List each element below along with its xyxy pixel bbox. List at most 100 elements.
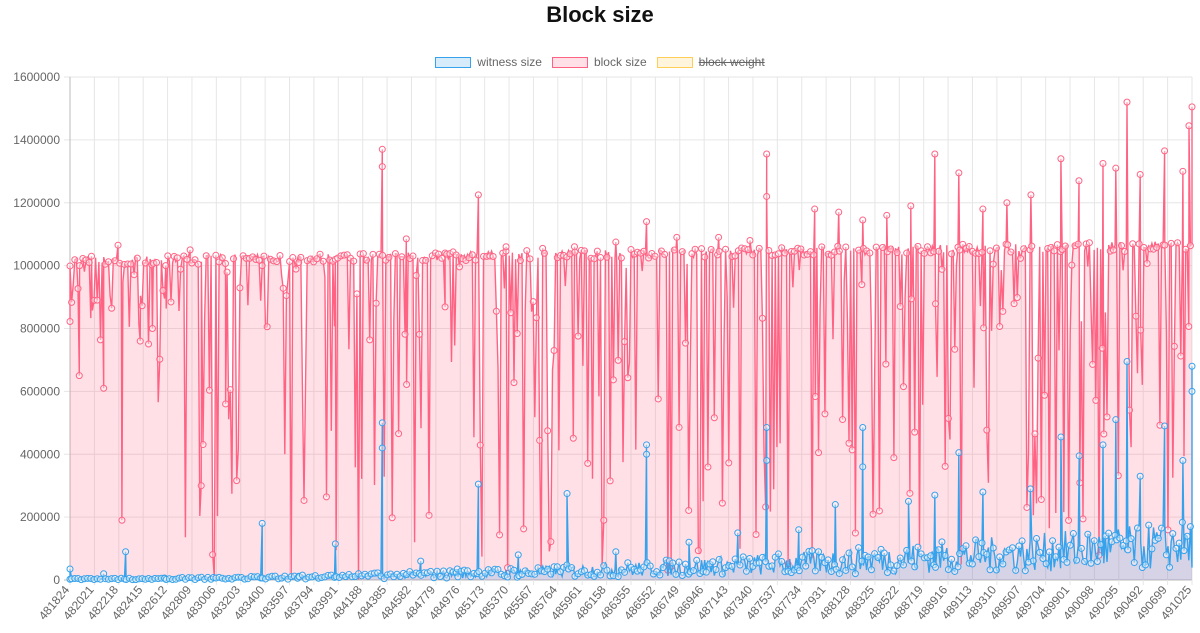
data-point: [643, 450, 651, 458]
data-point: [643, 218, 651, 226]
data-point: [246, 254, 254, 262]
data-point: [205, 386, 213, 394]
data-point: [992, 566, 1000, 574]
data-point: [978, 539, 986, 547]
data-point: [197, 482, 205, 490]
data-point: [1055, 543, 1063, 551]
data-point: [276, 252, 284, 260]
data-point: [1003, 199, 1011, 207]
data-point: [815, 548, 823, 556]
data-point: [887, 245, 895, 253]
data-point: [924, 243, 932, 251]
data-point: [540, 249, 548, 257]
data-point: [550, 347, 558, 355]
data-point: [350, 257, 358, 265]
data-point: [872, 243, 880, 251]
data-point: [359, 250, 367, 258]
data-point: [255, 256, 263, 264]
data-point: [781, 249, 789, 257]
data-point: [454, 573, 462, 581]
legend-item-1[interactable]: block size: [551, 55, 647, 69]
legend-label: block size: [593, 55, 647, 69]
data-point: [675, 558, 683, 566]
data-point: [1050, 247, 1058, 255]
data-point: [835, 569, 843, 577]
data-point: [839, 416, 847, 424]
data-point: [980, 324, 988, 332]
y-tick-label: 400000: [20, 447, 60, 461]
data-point: [845, 549, 853, 557]
legend-label: block weight: [698, 55, 765, 69]
data-point: [1123, 98, 1131, 106]
data-point: [1012, 566, 1020, 574]
data-point: [145, 340, 153, 348]
data-point: [908, 295, 915, 303]
data-point: [621, 568, 629, 576]
data-point: [398, 253, 406, 261]
data-point: [744, 246, 752, 254]
data-point: [1188, 362, 1196, 370]
data-point: [1074, 240, 1082, 248]
data-point: [722, 245, 730, 253]
data-point: [108, 304, 116, 312]
data-point: [1188, 387, 1196, 395]
data-point: [369, 250, 377, 258]
data-point: [531, 570, 539, 578]
legend-item-2[interactable]: block weight: [656, 55, 765, 69]
data-point: [718, 570, 726, 578]
data-point: [199, 441, 207, 449]
data-point: [938, 265, 946, 273]
legend-item-0[interactable]: witness size: [435, 55, 542, 69]
data-point: [597, 571, 605, 579]
data-point: [441, 303, 449, 311]
data-point: [763, 424, 771, 432]
data-point: [883, 569, 891, 577]
data-point: [1136, 472, 1144, 480]
data-point: [1007, 248, 1015, 256]
data-point: [226, 386, 234, 394]
data-point: [574, 332, 582, 340]
data-point: [474, 191, 482, 199]
data-point: [944, 414, 952, 422]
data-point: [114, 241, 122, 249]
data-point: [887, 561, 895, 569]
data-point: [701, 253, 709, 261]
data-point: [627, 246, 635, 254]
data-point: [563, 490, 571, 498]
data-point: [282, 292, 290, 300]
data-point: [1154, 534, 1162, 542]
data-point: [536, 436, 544, 444]
data-point: [1090, 537, 1098, 545]
witness-size-area: [70, 361, 1192, 580]
data-point: [378, 145, 386, 153]
data-point: [795, 567, 803, 575]
data-point: [763, 192, 771, 200]
data-point: [385, 253, 393, 261]
data-point: [1045, 548, 1053, 556]
data-point: [673, 233, 681, 241]
data-point: [941, 462, 949, 470]
data-point: [1026, 246, 1034, 254]
data-point: [292, 265, 300, 273]
data-point: [590, 255, 598, 263]
y-tick-label: 1400000: [13, 133, 60, 147]
data-point: [378, 163, 386, 171]
data-point: [1085, 239, 1093, 247]
data-point: [999, 560, 1007, 568]
data-point: [661, 250, 669, 258]
data-point: [1066, 541, 1074, 549]
data-point: [979, 205, 987, 213]
data-point: [1161, 422, 1169, 430]
data-point: [122, 548, 130, 556]
data-point: [755, 244, 763, 252]
data-point: [624, 374, 632, 382]
data-point: [1188, 103, 1196, 111]
data-point: [319, 257, 327, 265]
data-point: [1084, 530, 1092, 538]
data-point: [233, 477, 241, 485]
data-point: [1161, 241, 1169, 249]
data-point: [202, 252, 210, 260]
data-point: [570, 243, 578, 251]
data-point: [529, 298, 537, 306]
data-point: [300, 496, 308, 504]
